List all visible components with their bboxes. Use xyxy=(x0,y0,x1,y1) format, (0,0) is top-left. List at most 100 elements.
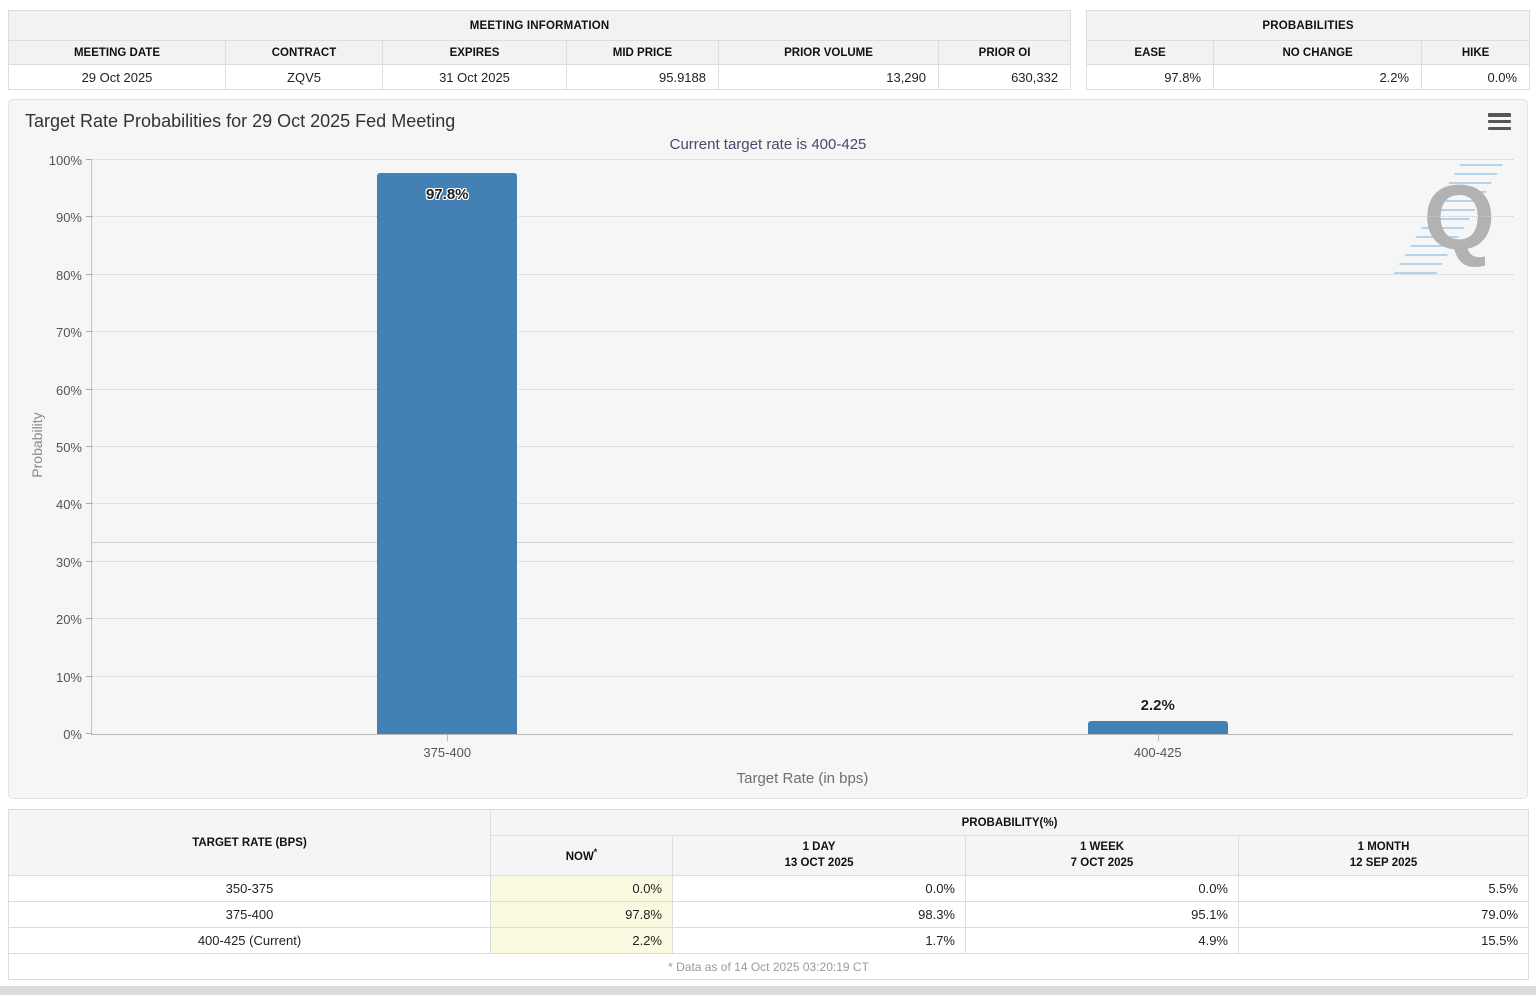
plot-area: Probability Target Rate (in bps) 0% 10% 20… xyxy=(29,153,1514,787)
one-month-column-header: 1 MONTH 12 SEP 2025 xyxy=(1237,835,1530,876)
one-day-probability-cell: 1.7% xyxy=(672,927,966,954)
prior-volume-value: 13,290 xyxy=(718,64,939,90)
y-axis-tick-label: 80% xyxy=(55,267,82,283)
watermark-q-letter: Q xyxy=(1423,167,1495,269)
gridline xyxy=(92,273,1513,275)
summary-tables-row: MEETING INFORMATION MEETING DATE CONTRAC… xyxy=(7,10,1531,90)
y-axis-tick-label: 40% xyxy=(55,497,82,513)
x-axis-title: Target Rate (in bps) xyxy=(736,770,869,787)
y-axis-tick xyxy=(86,273,92,275)
prior-volume-header: PRIOR VOLUME xyxy=(718,40,939,65)
footnote-row: * Data as of 14 Oct 2025 03:20:19 CT xyxy=(7,953,1530,980)
y-axis-tick xyxy=(86,503,92,505)
bar-slot: 2.2% 400-425 xyxy=(803,160,1514,760)
y-axis-tick xyxy=(86,388,92,390)
y-axis-tick xyxy=(86,216,92,218)
y-axis-tick xyxy=(86,733,92,734)
no-change-header: NO CHANGE xyxy=(1213,40,1423,65)
gridline xyxy=(92,216,1513,218)
one-month-date: 12 SEP 2025 xyxy=(1349,856,1418,869)
target-rate-probability-chart: Target Rate Probabilities for 29 Oct 202… xyxy=(8,99,1528,799)
one-week-probability-cell: 0.0% xyxy=(965,875,1239,902)
probabilities-value-row: 97.8% 2.2% 0.0% xyxy=(1086,64,1531,90)
gridline xyxy=(92,331,1513,333)
hamburger-icon xyxy=(1488,119,1511,124)
x-axis-tick xyxy=(447,734,449,741)
gridline xyxy=(92,560,1513,562)
gridline xyxy=(92,446,1513,447)
one-day-label: 1 DAY xyxy=(802,840,836,853)
history-sub-header-row: NOW* 1 DAY 13 OCT 2025 1 WEEK 7 OCT 2025 1… xyxy=(9,835,1530,876)
hamburger-icon xyxy=(1488,113,1511,117)
y-axis-tick xyxy=(86,446,92,447)
page-bottom-strip xyxy=(0,986,1536,995)
y-axis-tick xyxy=(86,560,92,562)
y-axis-tick-label: 10% xyxy=(55,669,82,685)
meeting-date-value: 29 Oct 2025 xyxy=(8,64,226,90)
hike-header: HIKE xyxy=(1421,40,1531,65)
meeting-date-header: MEETING DATE xyxy=(8,40,226,65)
history-group-header-row: TARGET RATE (BPS) PROBABILITY(%) xyxy=(8,809,1530,876)
prior-oi-header: PRIOR OI xyxy=(937,40,1072,65)
one-week-label: 1 WEEK xyxy=(1079,840,1125,853)
bar-value-label: 2.2% xyxy=(1140,697,1175,715)
table-row: 400-425 (Current) 2.2% 1.7% 4.9% 15.5% xyxy=(8,927,1530,954)
gridline xyxy=(92,618,1513,620)
probability-bar[interactable] xyxy=(377,172,518,734)
mid-price-header: MID PRICE xyxy=(566,40,719,65)
x-category-label: 375-400 xyxy=(423,745,472,760)
expires-header: EXPIRES xyxy=(382,40,567,65)
y-axis-tick-label: 50% xyxy=(55,440,82,455)
ease-header: EASE xyxy=(1086,40,1215,65)
one-day-date: 13 OCT 2025 xyxy=(784,856,854,869)
one-month-probability-cell: 15.5% xyxy=(1237,927,1530,954)
bar-slot: 97.8% 375-400 xyxy=(92,160,803,760)
one-week-probability-cell: 4.9% xyxy=(965,927,1239,954)
rate-range-cell: 400-425 (Current) xyxy=(8,927,491,954)
prior-oi-value: 630,332 xyxy=(937,64,1072,90)
y-axis-tick-label: 60% xyxy=(55,382,82,398)
chart-subtitle: Current target rate is 400-425 xyxy=(669,136,867,153)
now-probability-cell: 0.0% xyxy=(490,875,673,902)
mid-price-value: 95.9188 xyxy=(566,64,719,90)
bar-value-label: 97.8% xyxy=(425,185,469,203)
y-axis-tick-label: 20% xyxy=(55,612,82,628)
chart-title: Target Rate Probabilities for 29 Oct 202… xyxy=(25,111,456,131)
probabilities-header-row: EASE NO CHANGE HIKE xyxy=(1086,40,1531,65)
data-as-of-footnote: * Data as of 14 Oct 2025 03:20:19 CT xyxy=(7,953,1530,980)
one-week-probability-cell: 95.1% xyxy=(965,901,1239,928)
one-day-probability-cell: 98.3% xyxy=(672,901,966,928)
gridline xyxy=(92,388,1513,390)
one-week-date: 7 OCT 2025 xyxy=(1070,856,1134,869)
probability-history-table: TARGET RATE (BPS) PROBABILITY(%) NOW* 1 … xyxy=(7,809,1530,980)
now-column-header: NOW* xyxy=(490,835,673,876)
probability-group-header: PROBABILITY(%) xyxy=(489,809,1530,836)
chart-menu-button[interactable] xyxy=(1488,113,1511,130)
probabilities-title: PROBABILITIES xyxy=(1086,10,1531,41)
target-rate-bps-header: TARGET RATE (BPS) xyxy=(8,809,491,876)
expires-value: 31 Oct 2025 xyxy=(382,64,567,90)
meeting-information-table: MEETING INFORMATION MEETING DATE CONTRAC… xyxy=(7,10,1072,90)
y-axis-tick-label: 90% xyxy=(55,210,82,226)
y-axis-tick xyxy=(86,159,92,160)
meeting-information-header-row: MEETING DATE CONTRACT EXPIRES MID PRICE … xyxy=(8,40,1072,65)
y-axis-tick-label: 30% xyxy=(55,554,82,570)
table-row: 350-375 0.0% 0.0% 0.0% 5.5% xyxy=(8,875,1530,902)
meeting-information-title: MEETING INFORMATION xyxy=(7,10,1072,41)
gridline xyxy=(92,675,1513,677)
now-asterisk: * xyxy=(593,846,598,857)
gridline xyxy=(92,503,1513,505)
table-row: 375-400 97.8% 98.3% 95.1% 79.0% xyxy=(8,901,1530,928)
y-axis-tick xyxy=(86,331,92,333)
hike-value: 0.0% xyxy=(1421,64,1531,90)
one-month-probability-cell: 79.0% xyxy=(1237,901,1530,928)
y-axis-tick-label: 70% xyxy=(55,325,82,341)
gridline xyxy=(92,159,1513,160)
contract-header: CONTRACT xyxy=(225,40,383,65)
x-axis-tick xyxy=(1157,734,1159,741)
probabilities-table: PROBABILITIES EASE NO CHANGE HIKE 97.8% … xyxy=(1086,10,1531,90)
probability-bar[interactable] xyxy=(1087,721,1228,734)
one-week-column-header: 1 WEEK 7 OCT 2025 xyxy=(965,835,1239,876)
rate-range-cell: 350-375 xyxy=(8,875,491,902)
quikstrike-watermark-logo: Q xyxy=(1391,164,1503,278)
